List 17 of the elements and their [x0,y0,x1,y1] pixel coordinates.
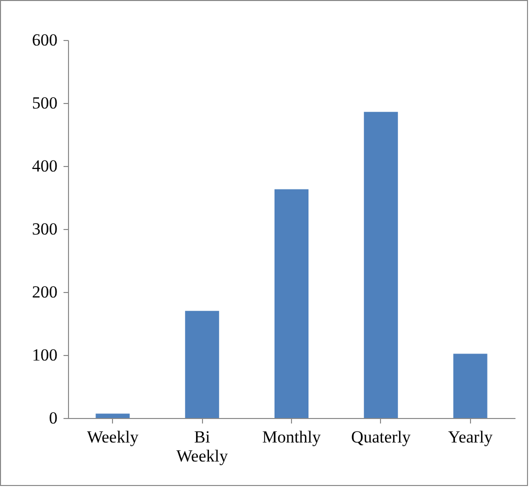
y-tick-label: 200 [32,282,58,302]
y-tick-label: 600 [32,30,58,50]
y-tick-label: 100 [32,346,58,364]
x-tick-label: Quaterly [351,428,412,446]
x-tick-label: Yearly [448,428,494,446]
bar [274,189,308,418]
bar [185,310,220,418]
y-tick-label: 0 [49,408,58,428]
x-tick-label: Monthly [262,428,322,446]
y-tick-label: 400 [32,156,58,176]
bar [364,112,398,418]
x-tick-label: Weekly [86,428,139,446]
bar [453,354,488,418]
y-tick-label: 500 [32,94,58,112]
bar [96,414,130,418]
x-tick-label: Bi Weekly [176,428,228,466]
y-tick-label: 300 [32,220,58,238]
